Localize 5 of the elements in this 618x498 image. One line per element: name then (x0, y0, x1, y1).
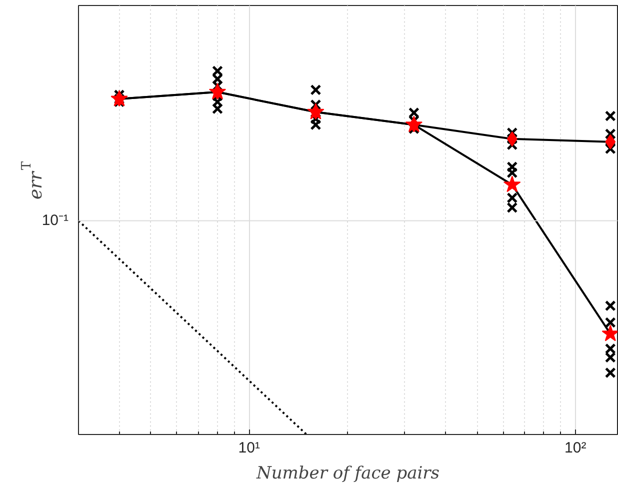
ref-line-label: 10⁻¹ (42, 212, 69, 230)
x-tick-label: 10² (564, 440, 586, 456)
x-tick-label: 10¹ (238, 440, 260, 456)
y-axis-title: errT (20, 161, 46, 200)
x-axis-title: Number of face pairs (255, 464, 440, 484)
